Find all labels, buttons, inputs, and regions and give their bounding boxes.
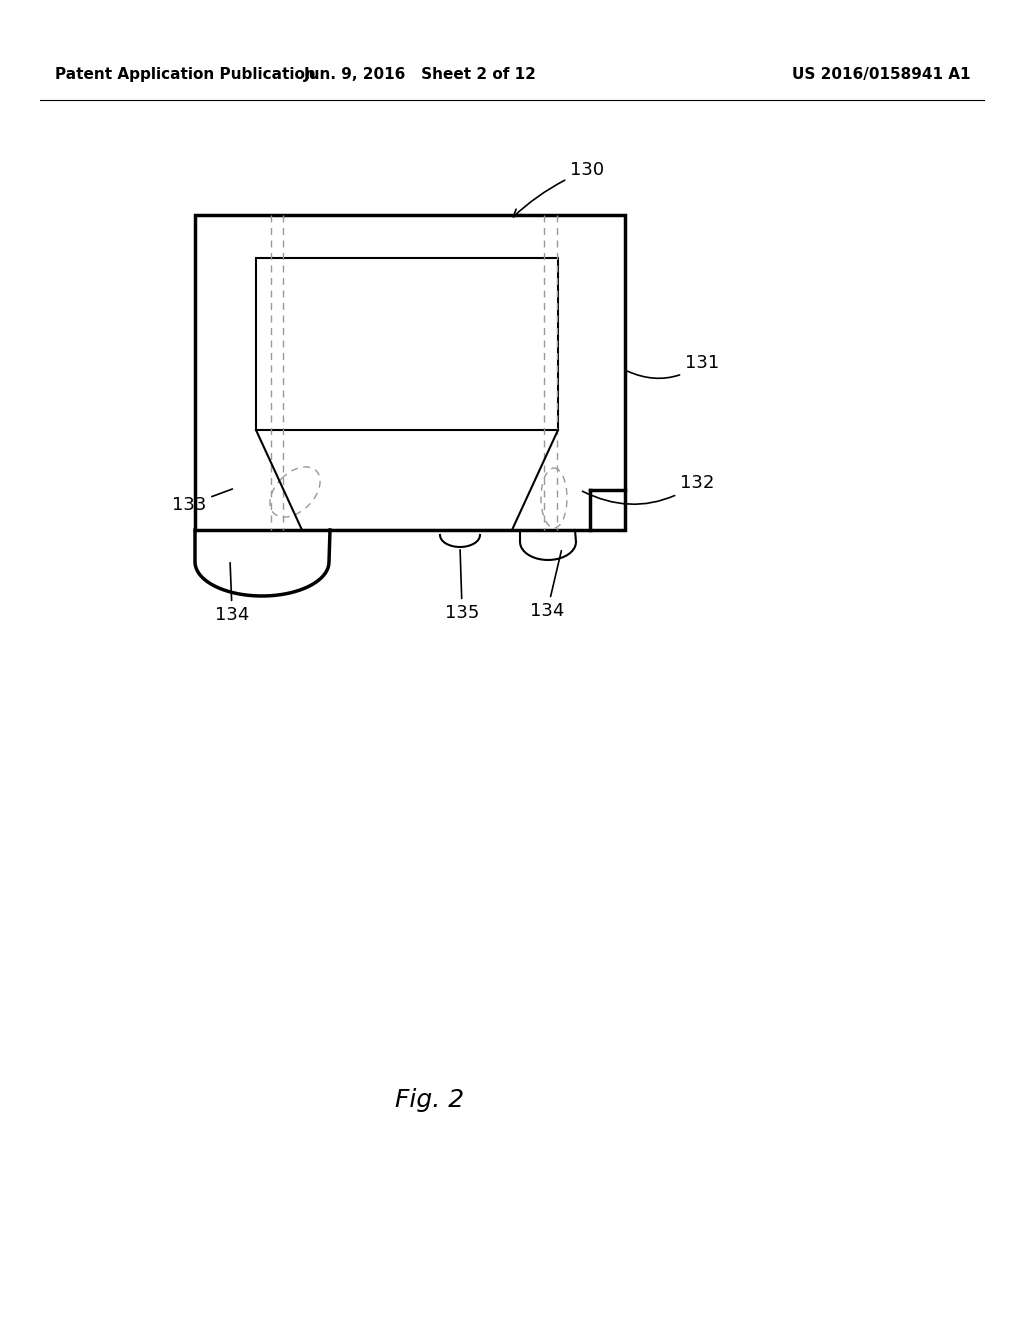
Text: Jun. 9, 2016   Sheet 2 of 12: Jun. 9, 2016 Sheet 2 of 12	[303, 66, 537, 82]
Text: US 2016/0158941 A1: US 2016/0158941 A1	[792, 66, 970, 82]
Text: 130: 130	[513, 161, 604, 216]
Text: Patent Application Publication: Patent Application Publication	[55, 66, 315, 82]
Text: 134: 134	[530, 550, 564, 620]
Text: 131: 131	[628, 354, 719, 379]
Text: 132: 132	[583, 474, 715, 504]
Text: 133: 133	[172, 488, 232, 513]
Text: 134: 134	[215, 562, 250, 624]
Text: Fig. 2: Fig. 2	[395, 1088, 465, 1111]
Text: 135: 135	[445, 549, 479, 622]
